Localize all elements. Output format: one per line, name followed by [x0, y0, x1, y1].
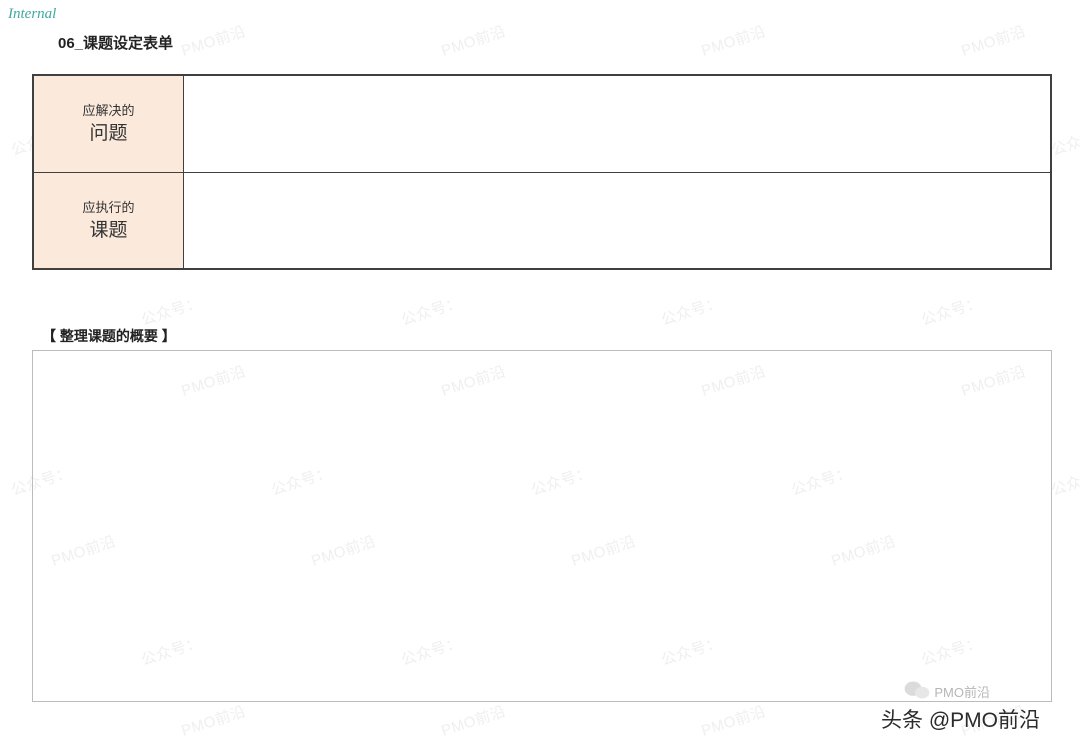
row-label-small: 应执行的: [82, 198, 134, 219]
row-label-big: 问题: [89, 122, 127, 147]
row-label-small: 应解决的: [82, 101, 134, 122]
form-title: 06_课题设定表单: [58, 32, 173, 53]
source-credit: 头条 @PMO前沿: [881, 704, 1040, 734]
wechat-credit: PMO前沿: [904, 679, 990, 704]
section-heading: 【 整理课题的概要 】: [42, 326, 176, 346]
classification-label: Internal: [8, 6, 56, 23]
row-label-problem: 应解决的 问题: [34, 76, 184, 172]
row-value-topic: [184, 173, 1050, 268]
page-root: Internal 06_课题设定表单 应解决的 问题 应执行的 课题 【 整理课…: [0, 0, 1080, 748]
table-row: 应解决的 问题: [34, 76, 1050, 172]
row-label-big: 课题: [89, 219, 127, 244]
definition-table: 应解决的 问题 应执行的 课题: [32, 74, 1052, 270]
row-value-problem: [184, 76, 1050, 172]
row-label-topic: 应执行的 课题: [34, 173, 184, 268]
wechat-icon: [904, 679, 930, 704]
table-row: 应执行的 课题: [34, 172, 1050, 268]
wechat-label: PMO前沿: [934, 682, 990, 701]
summary-box: [32, 350, 1052, 702]
